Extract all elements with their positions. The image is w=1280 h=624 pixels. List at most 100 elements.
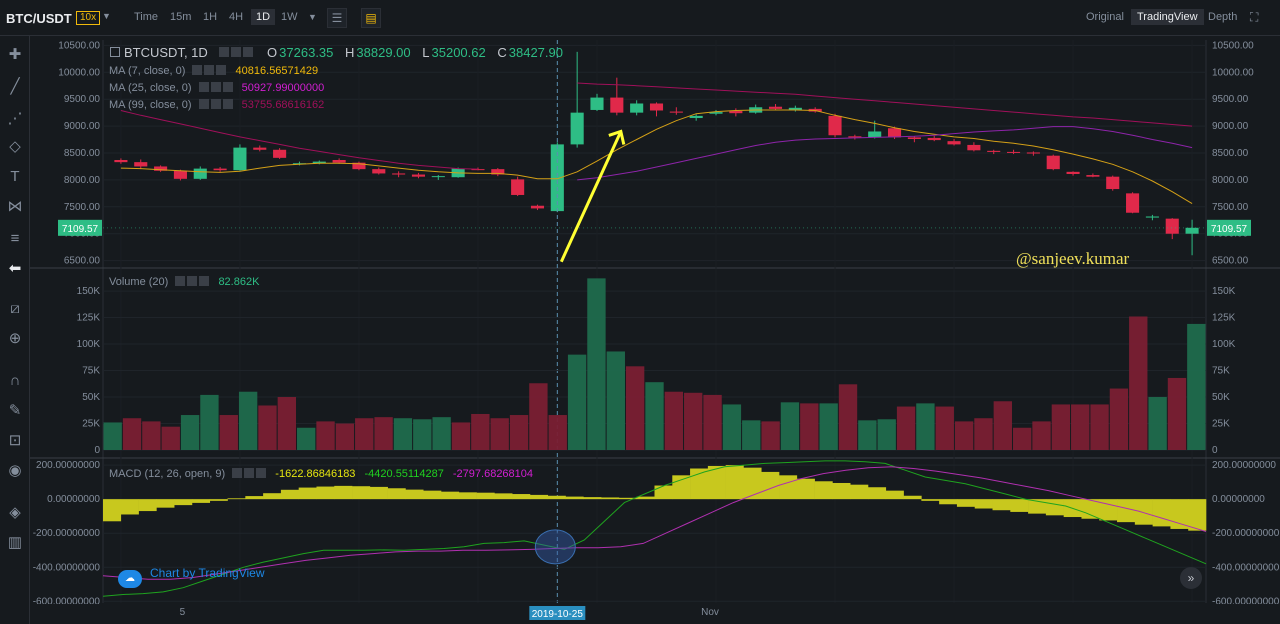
candle-body: [392, 173, 406, 175]
macd-legend: MACD (12, 26, open, 9) -1622.86846183 -4…: [109, 468, 533, 480]
volume-bar: [838, 384, 858, 450]
magnet-icon[interactable]: ∩: [9, 372, 21, 389]
view-original[interactable]: Original: [1086, 11, 1124, 23]
crosshair-icon[interactable]: ✚: [8, 46, 22, 63]
pair-title[interactable]: BTC/USDT: [6, 11, 72, 26]
volume-bar: [684, 392, 703, 450]
volume-tick-left: 100K: [77, 339, 101, 350]
volume-bar: [703, 394, 722, 450]
tf-1d[interactable]: 1D: [251, 9, 276, 25]
tf-4h[interactable]: 4H: [229, 11, 244, 23]
eye-icon[interactable]: ◉: [8, 462, 22, 479]
ma99-controls[interactable]: [198, 99, 235, 111]
indicators-icon[interactable]: ▤: [361, 8, 381, 28]
macd-histogram-bar: [867, 487, 887, 500]
macd-histogram-bar: [707, 465, 726, 500]
fullscreen-icon[interactable]: ⛶: [1250, 10, 1259, 24]
macd-histogram-bar: [441, 491, 460, 500]
macd-controls[interactable]: [232, 468, 268, 480]
macd-histogram-bar: [956, 499, 976, 507]
ruler-icon[interactable]: ⧄: [10, 300, 20, 317]
candle-body: [1165, 218, 1179, 234]
volume-bar: [935, 406, 954, 450]
trash-icon[interactable]: ▥: [7, 534, 23, 551]
volume-bar: [1148, 397, 1167, 450]
macd-histogram-bar: [672, 475, 691, 500]
legend-btn-icon: [110, 47, 120, 57]
lock-icon[interactable]: ⊡: [8, 432, 22, 449]
tf-15m[interactable]: 15m: [170, 11, 192, 23]
view-depth[interactable]: Depth: [1208, 11, 1238, 23]
macd-histogram-bar: [743, 467, 762, 500]
text-tool-icon[interactable]: T: [10, 168, 20, 185]
macd-label: MACD (12, 26, open, 9): [109, 468, 226, 480]
pattern-tool-icon[interactable]: ⋈: [7, 198, 23, 215]
candle-body: [213, 168, 227, 171]
candle-body: [828, 115, 842, 136]
timeframe-dropdown-icon[interactable]: ▼: [308, 12, 317, 22]
tradingview-branding[interactable]: ☁ Chart by TradingView: [118, 566, 265, 588]
tf-1h[interactable]: 1H: [203, 11, 218, 23]
volume-tick-right: 50K: [1212, 392, 1230, 403]
volume-bar: [819, 403, 838, 450]
settings-sliders-icon[interactable]: ☰: [327, 8, 347, 28]
shape-tool-icon[interactable]: ◇: [9, 138, 21, 155]
last-price-badge-left: [58, 219, 102, 236]
candle-body: [1026, 152, 1040, 154]
volume-bar: [742, 420, 761, 450]
candle-body: [927, 137, 941, 141]
high-value: 38829.00: [356, 45, 411, 60]
ma99-line: [120, 82, 1193, 170]
macd-histogram-bar: [387, 488, 406, 500]
volume-bar: [355, 418, 374, 450]
ma7-controls[interactable]: [192, 65, 228, 77]
candle-body: [1106, 176, 1120, 190]
macd-line-value: -4420.55114287: [364, 468, 444, 480]
volume-bar: [509, 415, 529, 450]
fib-tool-icon[interactable]: ⋰: [7, 110, 23, 127]
tf-1w[interactable]: 1W: [281, 11, 298, 23]
candle-body: [411, 174, 426, 177]
volume-bar: [974, 418, 993, 450]
candle-body: [114, 159, 128, 163]
macd-histogram-bar: [103, 499, 122, 522]
back-arrow-icon[interactable]: ⬅: [8, 260, 22, 277]
candle-body: [630, 103, 644, 113]
candle-body: [491, 169, 505, 175]
ma25-label: MA (25, close, 0): [109, 82, 192, 94]
lock-drawing-icon[interactable]: ✎: [8, 402, 22, 419]
zoom-in-icon[interactable]: ⊕: [8, 330, 22, 347]
macd-histogram-bar: [832, 482, 851, 500]
ma7-line: [120, 109, 1193, 205]
leverage-badge[interactable]: 10x: [76, 11, 101, 25]
volume-controls[interactable]: [175, 276, 211, 288]
symbol-label: BTCUSDT, 1D: [124, 45, 208, 60]
volume-tick-right: 100K: [1212, 339, 1236, 350]
line-tool-icon[interactable]: ╱: [10, 78, 20, 95]
legend-controls[interactable]: [219, 45, 254, 60]
chevron-down-icon[interactable]: ▼: [102, 11, 111, 21]
scroll-to-latest-icon[interactable]: »: [1180, 567, 1202, 589]
volume-tick-left: 0: [94, 445, 100, 456]
volume-bar: [606, 351, 625, 450]
last-price-badge-right: [1207, 219, 1251, 236]
candle-body: [987, 150, 1001, 152]
candle-body: [1126, 193, 1140, 213]
volume-bar: [761, 421, 780, 450]
watermark: @sanjeev.kumar: [1016, 249, 1130, 268]
candle-body: [1145, 216, 1159, 218]
measure-tool-icon[interactable]: ≡: [10, 230, 20, 247]
candle-body: [530, 205, 545, 209]
view-tradingview[interactable]: TradingView: [1131, 9, 1204, 25]
chart-canvas[interactable]: 10500.00 10500.00 10000.00 10000.00 9500.00 9…: [30, 36, 1280, 624]
price-tick-left: 8500.00: [64, 148, 101, 159]
layers-icon[interactable]: ◈: [9, 504, 21, 521]
volume-bar: [993, 401, 1012, 450]
volume-bar: [916, 403, 935, 450]
price-tick-left: 10500.00: [58, 40, 100, 51]
candle-body: [848, 136, 862, 138]
tf-time[interactable]: Time: [134, 11, 159, 23]
candle-body: [788, 107, 802, 110]
ma25-controls[interactable]: [198, 82, 235, 94]
macd-histogram-bar: [334, 485, 353, 500]
